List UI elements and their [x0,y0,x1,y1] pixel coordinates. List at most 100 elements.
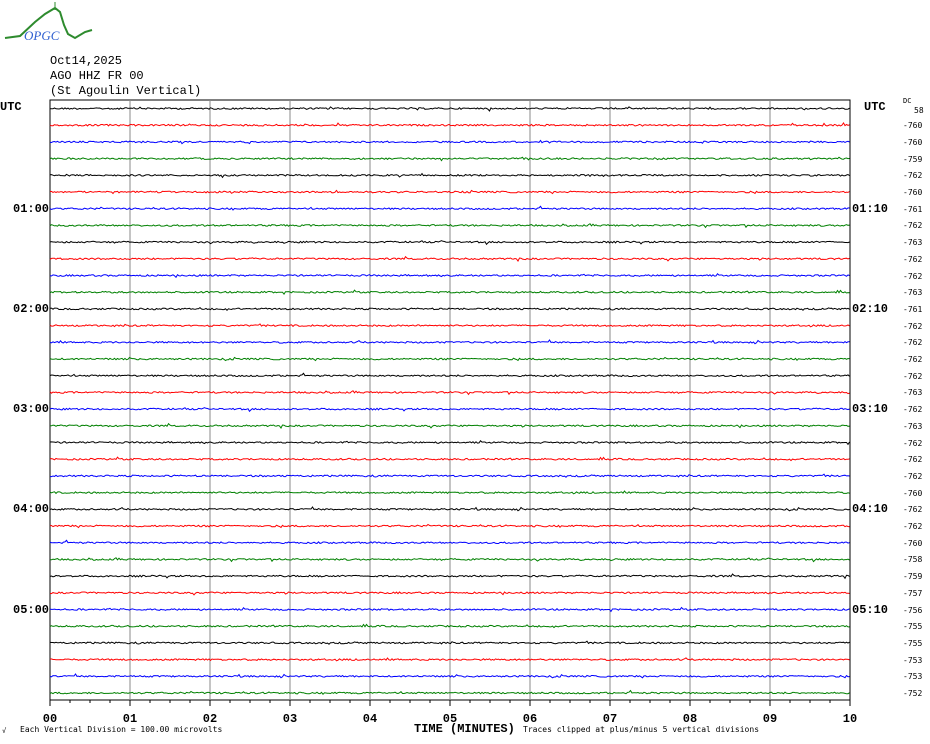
trace-row-4 [49,172,850,179]
x-tick-label: 00 [42,712,58,726]
hour-label-left: 02:00 [13,301,50,316]
trace-row-13 [49,323,850,328]
dc-offset-label: -762 [903,505,923,515]
trace-row-34 [49,673,850,679]
vertical-division-note: Each Vertical Division = 100.00 microvol… [20,725,223,734]
logo: OPGC [0,0,100,45]
trace-row-17 [49,390,850,396]
dc-offset-label: -759 [903,154,923,164]
dc-header: DC [903,97,912,105]
hour-label-right: 02:10 [852,301,889,316]
hour-label-right: 01:10 [852,201,889,216]
dc-offset-label: -762 [903,221,923,231]
dc-offset-label: -762 [903,455,923,465]
date-label: Oct14,2025 [50,54,123,68]
x-tick-label: 05 [442,712,458,726]
trace-row-20 [49,440,850,446]
station-label: AGO HHZ FR 00 [50,69,144,83]
trace-row-0 [50,106,850,112]
trace-row-7 [49,223,850,229]
dc-offset-label: -760 [903,121,923,131]
trace-row-33 [49,657,850,662]
trace-row-6 [49,205,850,211]
hour-label-left: 03:00 [13,402,50,417]
dc-offset-label: -762 [903,338,923,348]
dc-offset-label: -763 [903,238,923,248]
trace-row-19 [49,422,850,429]
dc-offset-label: -762 [903,438,923,448]
dc-offset-label: -756 [903,605,923,615]
corner-mark: √ [2,727,7,735]
trace-row-3 [49,156,850,162]
trace-row-25 [49,523,850,529]
dc-offset-label: -757 [903,588,923,598]
dc-offset-label: -760 [903,538,923,548]
dc-offset-label: -763 [903,388,923,398]
x-tick-label: 01 [122,712,138,726]
trace-row-2 [49,139,850,145]
hour-label-right: 04:10 [852,502,889,517]
dc-offset-label: -763 [903,288,923,298]
trace-row-5 [49,189,850,195]
x-tick-label: 09 [762,712,778,726]
hour-label-left: 04:00 [13,502,50,517]
trace-row-10 [49,273,850,279]
dc-offset-label: -758 [903,555,923,565]
trace-row-21 [49,456,850,462]
dc-offset-label: -762 [903,522,923,531]
dc-offset-label: -760 [903,137,923,147]
trace-row-31 [49,623,850,629]
dc-offset-label: -760 [903,188,923,197]
dc-offset-label: -762 [903,254,923,264]
dc-offset-label: -753 [903,655,923,665]
dc-offset-label: -762 [903,471,923,481]
utc-left-label: UTC [0,100,22,114]
trace-row-27 [50,557,850,563]
logo-text: OPGC [24,28,60,43]
trace-row-1 [49,121,850,127]
trace-row-11 [49,289,850,295]
hour-label-left: 01:00 [13,201,50,216]
trace-row-16 [49,372,850,378]
trace-row-18 [49,407,850,413]
trace-row-14 [49,339,850,345]
hour-label-left: 05:00 [13,602,50,617]
x-tick-label: 06 [522,712,538,726]
x-tick-label: 08 [682,712,698,726]
trace-row-22 [50,473,850,478]
dc-offset-label: -761 [903,304,923,314]
x-tick-label: 03 [282,712,298,726]
trace-row-30 [49,606,850,613]
dc-offset-label: -760 [903,488,923,498]
x-tick-label: 10 [842,712,858,726]
dc-offset-label: -763 [903,421,923,431]
trace-row-15 [49,356,850,362]
trace-row-23 [49,490,850,495]
dc-offset-label: -762 [903,321,923,331]
dc-offset-label: -761 [903,204,923,214]
logo-mountain-icon [4,2,93,40]
x-tick-label: 02 [202,712,218,726]
dc-offset-label: -752 [903,689,923,698]
dc-offset-label: -762 [903,171,923,181]
trace-row-35 [49,689,850,696]
dc-offset-label: -755 [903,638,923,648]
trace-row-29 [49,591,850,596]
dc-offset-label: -762 [903,355,923,364]
trace-row-26 [49,539,850,545]
utc-right-label: UTC [864,100,886,114]
dc-offset-label: -755 [903,622,923,632]
dc-offset-label: -753 [903,672,923,682]
dc-offset-label: -759 [903,572,923,582]
x-tick-label: 04 [362,712,378,726]
trace-row-32 [49,640,850,645]
dc-offset-label: -762 [903,271,923,281]
hour-label-right: 05:10 [852,602,889,617]
x-tick-label: 07 [602,712,618,726]
clipping-note: Traces clipped at plus/minus 5 vertical … [523,725,760,734]
dc-offset-label: 58 [914,105,924,115]
dc-offset-label: -762 [903,371,923,381]
x-axis-label: TIME (MINUTES) [414,722,515,736]
trace-row-24 [49,506,850,512]
trace-row-9 [49,255,850,262]
